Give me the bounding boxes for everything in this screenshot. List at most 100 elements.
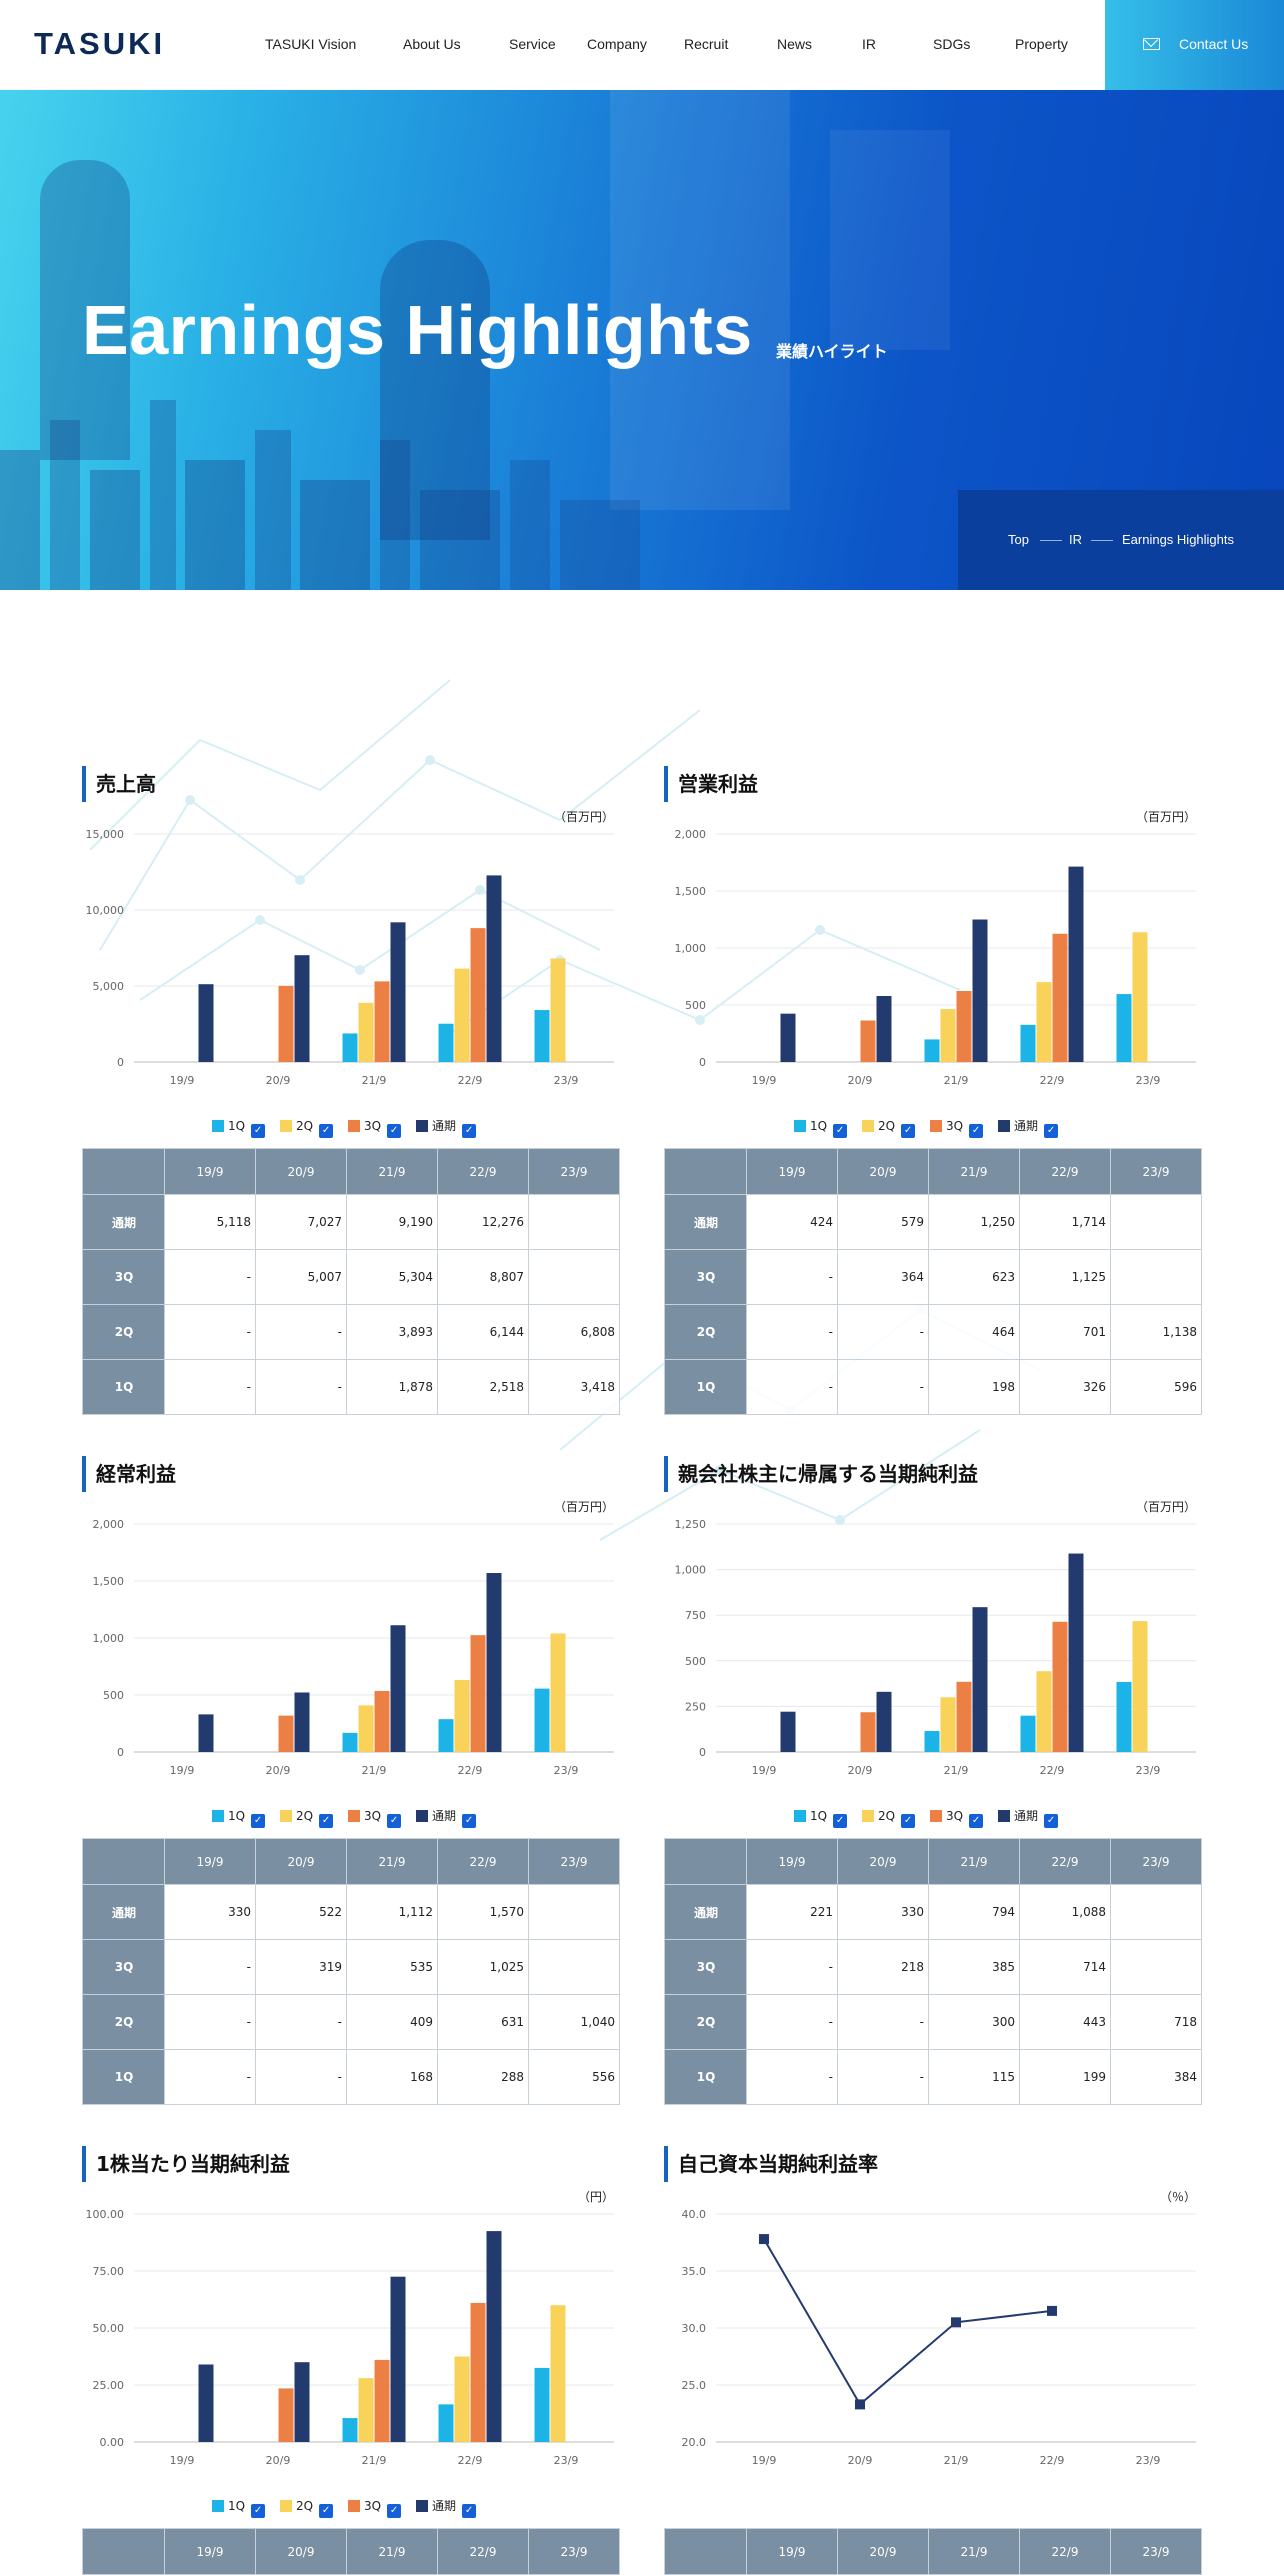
bar-3Q-20/9[interactable] (860, 1020, 876, 1062)
legend-checkbox[interactable]: ✓ (319, 1814, 334, 1828)
legend-checkbox[interactable]: ✓ (833, 1814, 848, 1828)
line-point[interactable] (1047, 2305, 1057, 2316)
bar-3Q-20/9[interactable] (278, 985, 294, 1062)
legend-item-2Q[interactable]: 2Q ✓ (280, 1808, 334, 1828)
legend-checkbox[interactable]: ✓ (901, 1124, 916, 1138)
bar-1Q-22/9[interactable] (438, 1719, 454, 1752)
bar-通期-20/9[interactable] (294, 1692, 310, 1752)
nav-property[interactable]: Property (1015, 36, 1068, 52)
bar-1Q-22/9[interactable] (438, 1023, 454, 1062)
legend-item-1Q[interactable]: 1Q ✓ (794, 1808, 848, 1828)
legend-checkbox[interactable]: ✓ (251, 1814, 266, 1828)
tasuki-logo[interactable]: TASUKI (34, 26, 166, 61)
bar-3Q-20/9[interactable] (278, 2388, 294, 2442)
legend-item-1Q[interactable]: 1Q ✓ (794, 1118, 848, 1138)
bar-3Q-21/9[interactable] (374, 2359, 390, 2442)
bar-2Q-21/9[interactable] (358, 1705, 374, 1752)
line-point[interactable] (855, 2399, 865, 2410)
bar-2Q-21/9[interactable] (940, 1009, 956, 1062)
legend-item-2Q[interactable]: 2Q ✓ (862, 1808, 916, 1828)
bar-通期-21/9[interactable] (972, 1607, 988, 1752)
nav-service[interactable]: Service (509, 36, 556, 52)
bar-2Q-22/9[interactable] (1036, 1671, 1052, 1752)
bar-2Q-21/9[interactable] (940, 1697, 956, 1752)
legend-item-1Q[interactable]: 1Q ✓ (212, 1118, 266, 1138)
bar-3Q-21/9[interactable] (956, 1681, 972, 1752)
bar-3Q-22/9[interactable] (470, 1635, 486, 1752)
legend-checkbox[interactable]: ✓ (387, 2504, 402, 2518)
bar-通期-20/9[interactable] (294, 2362, 310, 2442)
legend-item-通期[interactable]: 通期 ✓ (998, 1808, 1059, 1828)
legend-item-1Q[interactable]: 1Q ✓ (212, 2498, 266, 2518)
nav-about-us[interactable]: About Us (403, 36, 461, 52)
bar-3Q-21/9[interactable] (374, 1691, 390, 1752)
bar-1Q-21/9[interactable] (342, 2418, 358, 2442)
bar-3Q-20/9[interactable] (860, 1712, 876, 1752)
bar-通期-21/9[interactable] (390, 2276, 406, 2442)
bar-通期-19/9[interactable] (780, 1711, 796, 1752)
legend-item-通期[interactable]: 通期 ✓ (416, 1118, 477, 1138)
breadcrumb-ir[interactable]: IR (1069, 532, 1082, 547)
bar-通期-20/9[interactable] (876, 1691, 892, 1752)
bar-1Q-22/9[interactable] (1020, 1715, 1036, 1752)
bar-3Q-22/9[interactable] (470, 2302, 486, 2442)
legend-checkbox[interactable]: ✓ (1044, 1124, 1059, 1138)
bar-通期-21/9[interactable] (390, 1625, 406, 1752)
legend-item-3Q[interactable]: 3Q ✓ (348, 1808, 402, 1828)
nav-tasuki-vision[interactable]: TASUKI Vision (265, 36, 357, 52)
bar-通期-21/9[interactable] (972, 919, 988, 1063)
breadcrumb-top[interactable]: Top (1008, 532, 1029, 547)
legend-checkbox[interactable]: ✓ (319, 1124, 334, 1138)
legend-checkbox[interactable]: ✓ (319, 2504, 334, 2518)
line-point[interactable] (951, 2317, 961, 2328)
bar-1Q-23/9[interactable] (1116, 994, 1132, 1062)
legend-item-2Q[interactable]: 2Q ✓ (862, 1118, 916, 1138)
nav-sdgs[interactable]: SDGs (933, 36, 971, 52)
legend-checkbox[interactable]: ✓ (387, 1814, 402, 1828)
legend-checkbox[interactable]: ✓ (1044, 1814, 1059, 1828)
legend-item-2Q[interactable]: 2Q ✓ (280, 1118, 334, 1138)
nav-company[interactable]: Company (587, 36, 647, 52)
legend-item-通期[interactable]: 通期 ✓ (416, 1808, 477, 1828)
bar-2Q-21/9[interactable] (358, 2378, 374, 2442)
bar-2Q-22/9[interactable] (454, 2356, 470, 2443)
bar-2Q-23/9[interactable] (550, 1633, 566, 1752)
legend-item-2Q[interactable]: 2Q ✓ (280, 2498, 334, 2518)
bar-1Q-23/9[interactable] (534, 1010, 550, 1062)
nav-ir[interactable]: IR (862, 36, 876, 52)
bar-2Q-22/9[interactable] (1036, 982, 1052, 1062)
legend-checkbox[interactable]: ✓ (969, 1124, 984, 1138)
bar-1Q-23/9[interactable] (534, 1688, 550, 1752)
bar-通期-22/9[interactable] (1068, 1553, 1084, 1752)
legend-checkbox[interactable]: ✓ (969, 1814, 984, 1828)
bar-1Q-21/9[interactable] (342, 1732, 358, 1752)
legend-item-通期[interactable]: 通期 ✓ (998, 1118, 1059, 1138)
bar-1Q-21/9[interactable] (924, 1039, 940, 1062)
bar-2Q-22/9[interactable] (454, 968, 470, 1062)
bar-通期-21/9[interactable] (390, 922, 406, 1062)
bar-通期-20/9[interactable] (294, 955, 310, 1062)
bar-3Q-20/9[interactable] (278, 1715, 294, 1752)
line-point[interactable] (759, 2234, 769, 2245)
bar-通期-22/9[interactable] (1068, 866, 1084, 1062)
legend-checkbox[interactable]: ✓ (833, 1124, 848, 1138)
legend-checkbox[interactable]: ✓ (901, 1814, 916, 1828)
legend-checkbox[interactable]: ✓ (462, 2504, 477, 2518)
legend-item-3Q[interactable]: 3Q ✓ (348, 2498, 402, 2518)
legend-item-3Q[interactable]: 3Q ✓ (930, 1808, 984, 1828)
bar-通期-20/9[interactable] (876, 995, 892, 1062)
legend-item-3Q[interactable]: 3Q ✓ (348, 1118, 402, 1138)
bar-通期-22/9[interactable] (486, 1573, 502, 1752)
bar-1Q-21/9[interactable] (342, 1033, 358, 1062)
bar-1Q-22/9[interactable] (1020, 1024, 1036, 1062)
bar-通期-19/9[interactable] (780, 1013, 796, 1062)
legend-checkbox[interactable]: ✓ (387, 1124, 402, 1138)
bar-通期-22/9[interactable] (486, 2231, 502, 2442)
bar-1Q-23/9[interactable] (534, 2367, 550, 2442)
legend-checkbox[interactable]: ✓ (462, 1814, 477, 1828)
bar-2Q-23/9[interactable] (1132, 932, 1148, 1062)
bar-通期-22/9[interactable] (486, 875, 502, 1062)
bar-1Q-23/9[interactable] (1116, 1681, 1132, 1752)
bar-2Q-22/9[interactable] (454, 1680, 470, 1752)
bar-3Q-22/9[interactable] (1052, 1621, 1068, 1752)
